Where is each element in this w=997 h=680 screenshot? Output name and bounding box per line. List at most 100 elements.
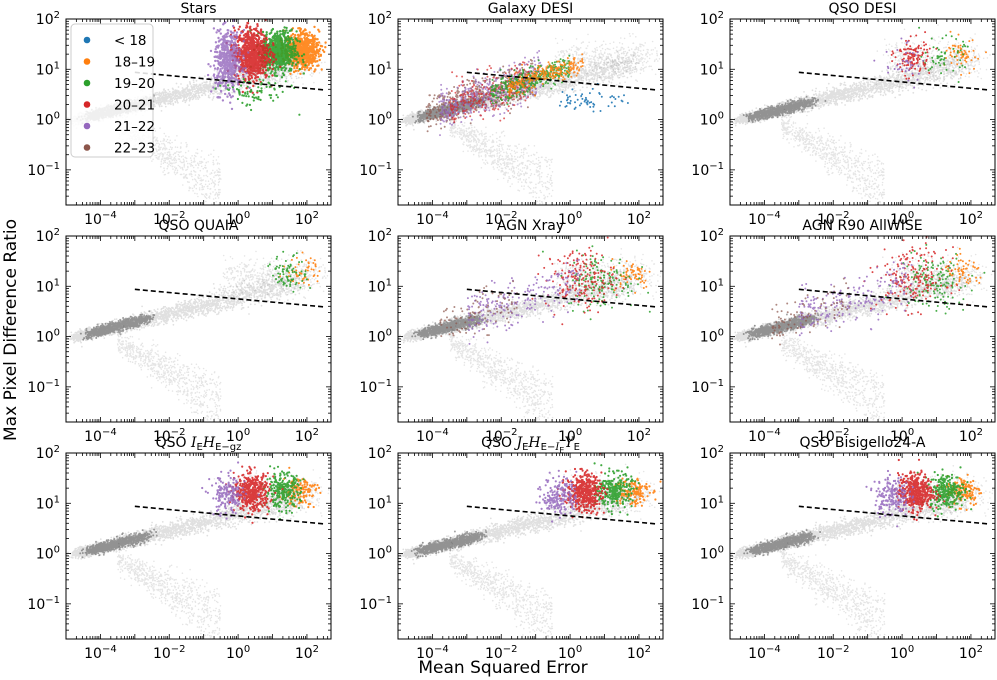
panel-title: AGN Xray (497, 218, 564, 234)
y-tick-label: 100 (36, 111, 60, 129)
legend-label: <18 (114, 33, 147, 49)
legend-marker (84, 58, 91, 65)
legend-label: 22–23 (114, 141, 155, 157)
x-tick-label: 102 (959, 210, 983, 228)
scatter-points (727, 24, 991, 219)
scatter-points (399, 452, 662, 653)
x-tick-label: 100 (890, 644, 914, 662)
y-tick-label: 100 (700, 328, 724, 346)
x-tick-label: 102 (627, 210, 651, 228)
y-tick-label: 102 (368, 444, 392, 462)
y-tick-label: 10−1 (691, 378, 724, 396)
y-tick-label: 102 (36, 10, 60, 28)
scatter-points (395, 224, 663, 436)
legend-marker (84, 80, 91, 87)
y-tick-label: 10−1 (359, 378, 392, 396)
panel-9: 10−4 10−2 100 102 10−1 100 101 102 QSO Bisigello… (691, 435, 995, 662)
y-tick-label: 10−1 (359, 595, 392, 613)
y-tick-label: 101 (36, 277, 60, 295)
panel-title: QSO QUAIA (159, 218, 239, 234)
x-tick-label: 102 (627, 644, 651, 662)
y-tick-label: 102 (368, 227, 392, 245)
legend-marker (84, 123, 91, 130)
y-tick-label: 102 (700, 10, 724, 28)
legend-label: 18–19 (114, 55, 155, 71)
x-tick-label: 102 (959, 427, 983, 445)
x-tick-label: 10−2 (153, 644, 186, 662)
panel-title: AGN R90 AllWISE (802, 218, 922, 234)
y-tick-label: 100 (368, 111, 392, 129)
panel-title: QSO DESI (828, 1, 896, 17)
legend-label: 20–21 (114, 98, 155, 114)
y-tick-label: 101 (700, 277, 724, 295)
panels-layer: 10−4 10−2 100 102 10−1 100 101 102 Stars < 18 18–19… (27, 1, 995, 662)
legend-label: 21–22 (114, 119, 155, 135)
y-tick-label: 102 (700, 444, 724, 462)
x-tick-label: 102 (959, 644, 983, 662)
y-tick-label: 10−1 (691, 161, 724, 179)
legend-marker (84, 144, 91, 151)
y-tick-label: 101 (36, 494, 60, 512)
y-tick-label: 100 (368, 545, 392, 563)
y-tick-label: 101 (700, 494, 724, 512)
panel-title: Stars (180, 1, 216, 17)
scatter-points (731, 230, 993, 437)
x-tick-label: 10−4 (748, 210, 781, 228)
scatter-points (398, 33, 663, 217)
scatter-points (66, 250, 331, 436)
x-tick-label: 10−2 (817, 644, 850, 662)
y-tick-label: 100 (700, 111, 724, 129)
points-red (531, 224, 626, 325)
y-tick-label: 10−1 (27, 161, 60, 179)
y-tick-label: 100 (368, 328, 392, 346)
y-tick-label: 100 (36, 545, 60, 563)
y-tick-label: 10−1 (359, 161, 392, 179)
background-sparse (781, 24, 991, 219)
scatter-points (727, 459, 994, 653)
background-sparse (449, 33, 663, 217)
x-tick-label: 10−4 (748, 427, 781, 445)
legend: <18 18–19 19–20 20–21 21–22 22–23 (71, 24, 155, 157)
y-tick-label: 102 (368, 10, 392, 28)
x-tick-label: 102 (295, 210, 319, 228)
y-tick-label: 101 (368, 60, 392, 78)
x-tick-label: 10−4 (84, 644, 117, 662)
x-tick-label: 10−4 (416, 427, 449, 445)
y-tick-label: 101 (368, 277, 392, 295)
y-axis-label: Max Pixel Difference Ratio (1, 219, 21, 441)
y-tick-label: 102 (36, 227, 60, 245)
background-core (80, 310, 155, 341)
y-tick-label: 10−1 (691, 595, 724, 613)
y-tick-label: 101 (700, 60, 724, 78)
scatter-points (63, 461, 330, 651)
y-tick-label: 10−1 (27, 378, 60, 396)
y-tick-label: 102 (700, 227, 724, 245)
y-tick-label: 10−1 (27, 595, 60, 613)
y-tick-label: 101 (368, 494, 392, 512)
panel-title: QSO Bisigello24-A (799, 435, 925, 451)
panel-title: QSO JEHE−IEYE (481, 435, 580, 455)
background-sparse (449, 248, 663, 436)
x-tick-label: 10−4 (748, 644, 781, 662)
x-tick-label: 102 (295, 427, 319, 445)
legend-marker (84, 101, 91, 108)
y-tick-label: 101 (36, 60, 60, 78)
x-tick-label: 102 (627, 427, 651, 445)
y-tick-label: 100 (700, 545, 724, 563)
x-tick-label: 10−4 (416, 210, 449, 228)
x-tick-label: 102 (295, 644, 319, 662)
x-axis-label: Mean Squared Error (418, 658, 587, 678)
y-tick-label: 100 (36, 328, 60, 346)
legend-label: 19–20 (114, 76, 155, 92)
y-tick-label: 102 (36, 444, 60, 462)
x-tick-label: 10−4 (84, 210, 117, 228)
